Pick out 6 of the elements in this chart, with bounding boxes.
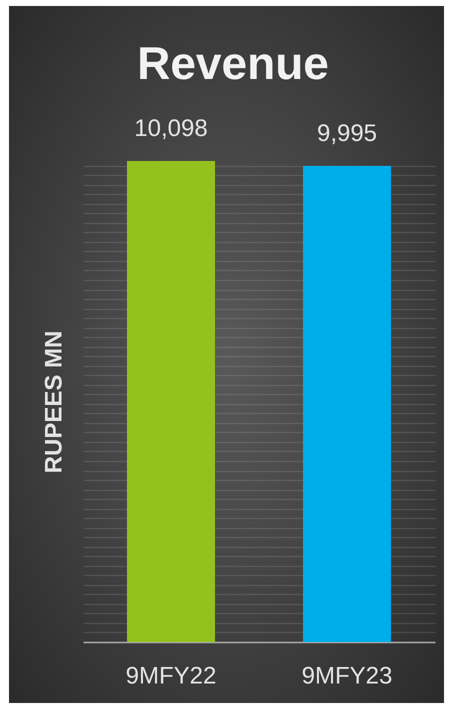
y-axis-title: RUPEES MN [40,330,68,474]
data-label: 9,995 [316,120,378,147]
x-tick-label: 9MFY22 [126,662,216,690]
data-label: 10,098 [134,115,208,142]
chart-title: Revenue [137,37,329,89]
x-tick-label: 9MFY23 [302,662,392,690]
